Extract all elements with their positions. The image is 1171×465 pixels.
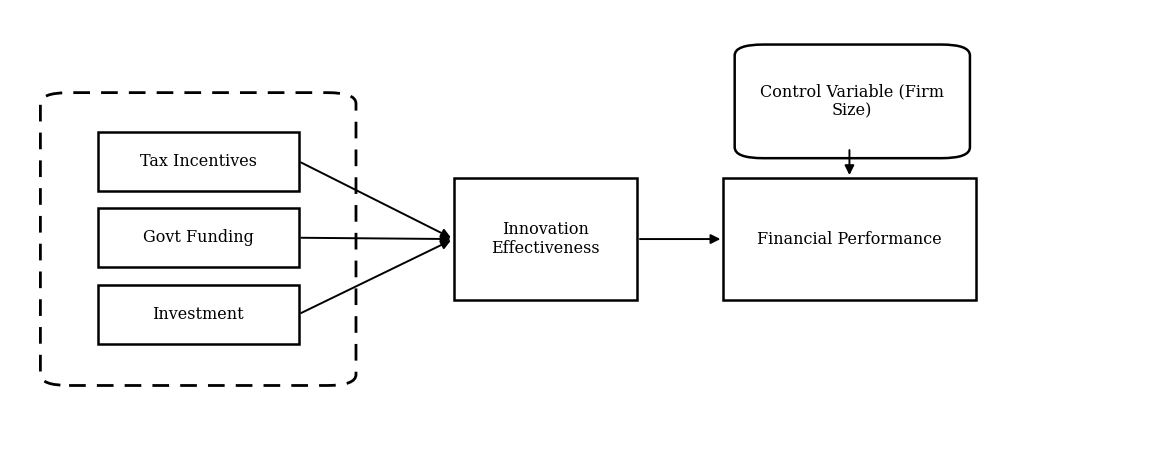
Text: Financial Performance: Financial Performance [758, 231, 941, 247]
FancyBboxPatch shape [97, 132, 299, 191]
Text: Govt Funding: Govt Funding [143, 229, 254, 246]
Text: Control Variable (Firm
Size): Control Variable (Firm Size) [760, 83, 944, 120]
FancyBboxPatch shape [724, 178, 975, 300]
Text: Tax Incentives: Tax Incentives [139, 153, 256, 170]
FancyBboxPatch shape [453, 178, 637, 300]
FancyBboxPatch shape [97, 285, 299, 344]
FancyBboxPatch shape [97, 208, 299, 267]
Text: Investment: Investment [152, 306, 244, 323]
Text: Innovation
Effectiveness: Innovation Effectiveness [491, 221, 600, 257]
FancyBboxPatch shape [734, 45, 970, 158]
